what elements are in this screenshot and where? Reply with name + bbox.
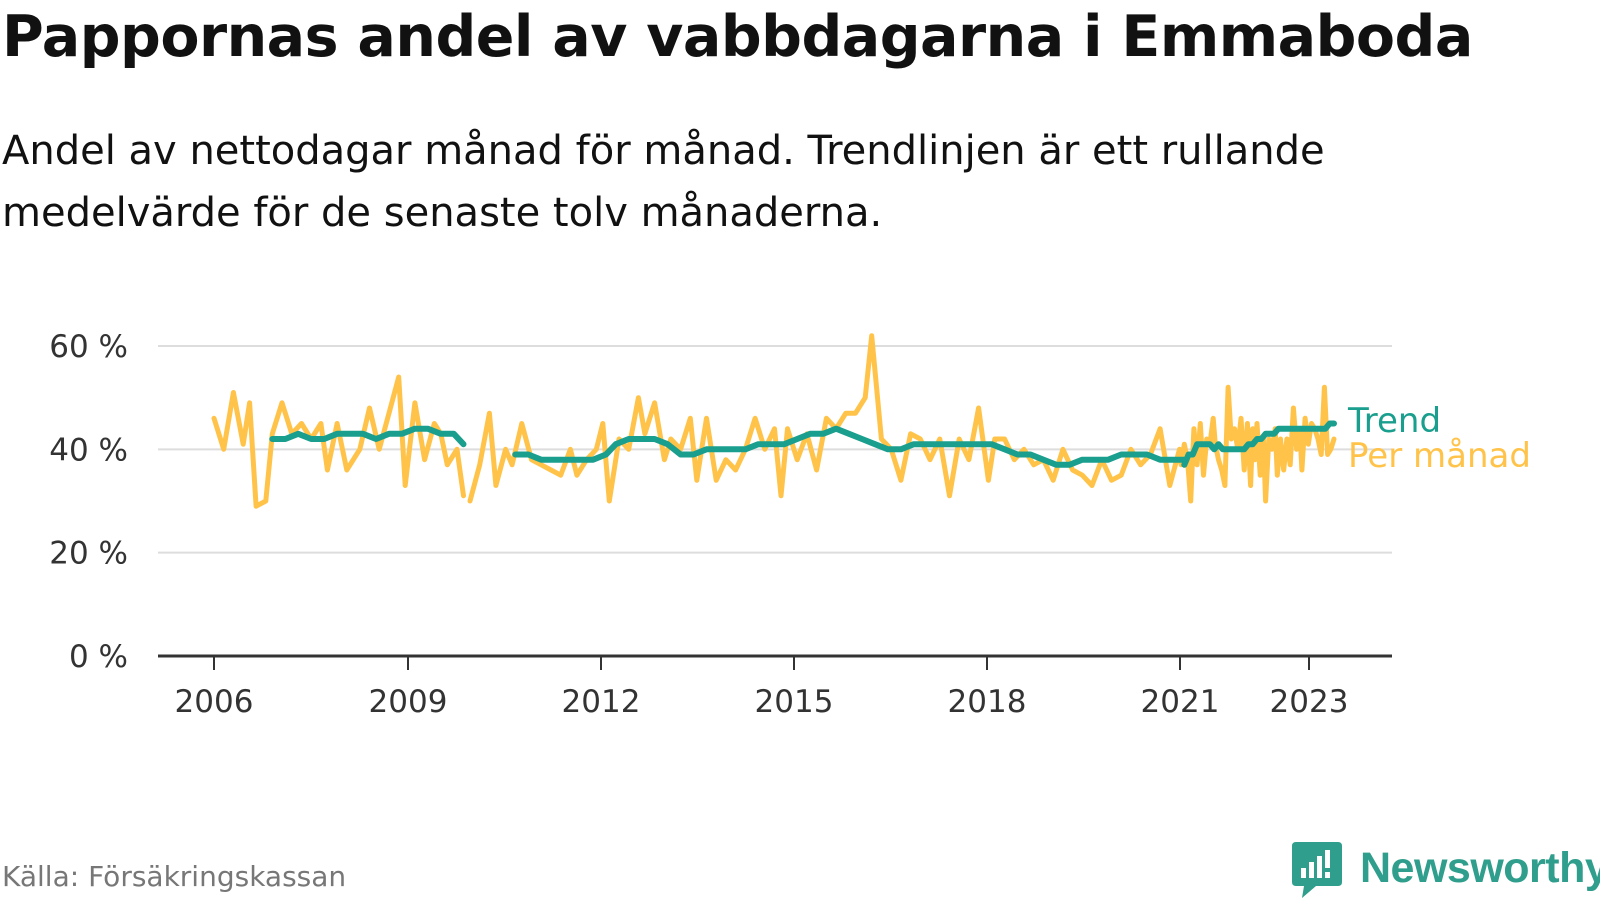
- x-tick-label: 2009: [369, 684, 448, 720]
- x-axis-ticks: 2006 2009 2012 2015 2018 2021 2023: [175, 656, 1349, 720]
- series-line-per-månad-segment-2: [467, 333, 1337, 504]
- series-line-trend-segment-1: [269, 425, 467, 448]
- y-axis-tick-labels: 0 % 20 % 40 % 60 %: [49, 329, 128, 675]
- y-tick-label: 60 %: [49, 329, 128, 365]
- x-tick-label: 2018: [948, 684, 1027, 720]
- x-tick-label: 2023: [1270, 684, 1349, 720]
- series-line-per-månad-segment-1: [211, 374, 466, 509]
- chart-subtitle: Andel av nettodagar månad för månad. Tre…: [2, 128, 1325, 236]
- brand-name: Newsworthy: [1360, 844, 1600, 892]
- source-note: Källa: Försäkringskassan: [2, 860, 347, 893]
- y-tick-label: 0 %: [69, 639, 128, 675]
- legend: Trend Per månad: [1347, 401, 1531, 476]
- legend-label-per-manad: Per månad: [1348, 436, 1531, 476]
- newsworthy-chart-bubble-icon: [1292, 842, 1342, 898]
- chart-title: Pappornas andel av vabbdagarna i Emmabod…: [2, 4, 1473, 70]
- legend-label-trend: Trend: [1347, 401, 1441, 441]
- x-tick-label: 2006: [175, 684, 254, 720]
- y-tick-label: 20 %: [49, 536, 128, 572]
- x-tick-label: 2015: [755, 684, 834, 720]
- series-lines: [211, 333, 1337, 509]
- line-chart: 0 % 20 % 40 % 60 % 2006 2009 2012 2015 2018 2021…: [49, 329, 1531, 720]
- newsworthy-logo: Newsworthy: [1292, 842, 1600, 898]
- series-line-trend-segment-2: [512, 420, 1337, 468]
- x-tick-label: 2012: [562, 684, 641, 720]
- y-tick-label: 40 %: [49, 432, 128, 468]
- x-tick-label: 2021: [1141, 684, 1220, 720]
